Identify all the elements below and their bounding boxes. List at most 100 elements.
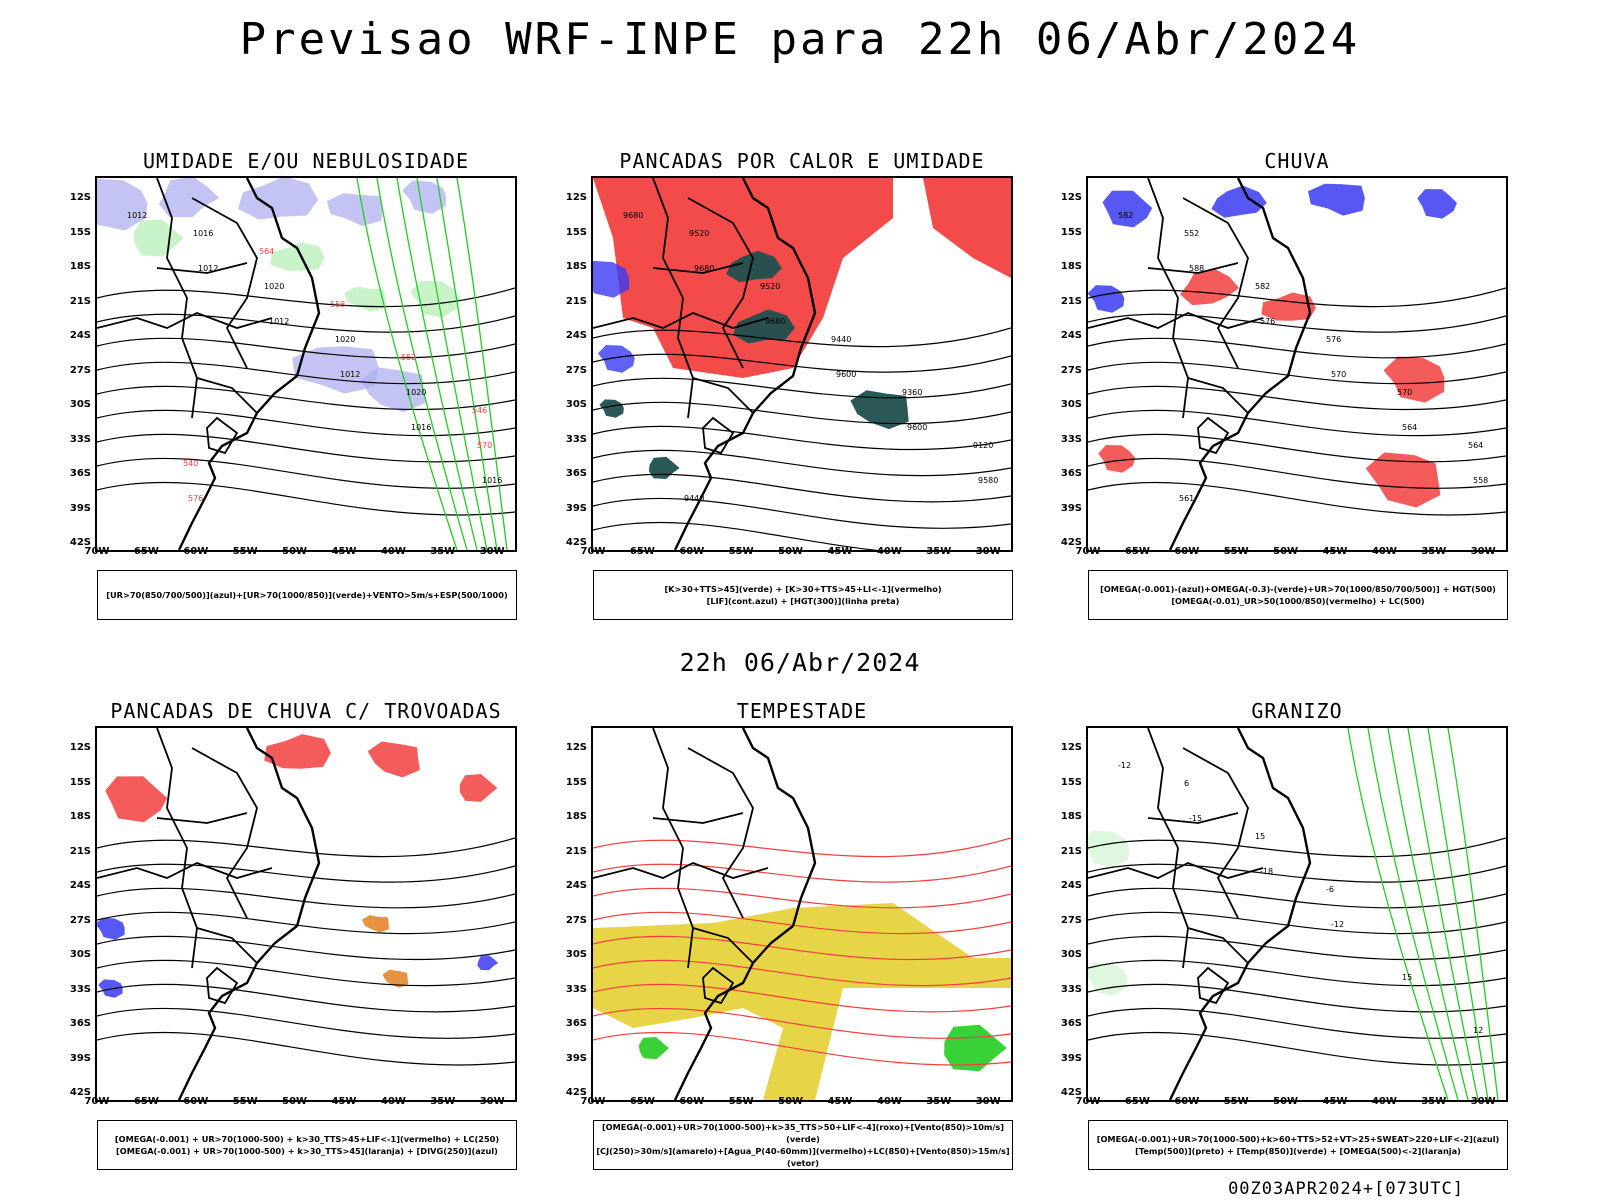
contour-label: 1020 [406, 388, 426, 397]
lon-tick-label: 60W [1174, 546, 1200, 557]
contour-line [1088, 361, 1506, 385]
contour-line [593, 473, 1011, 503]
contour-label: -6 [1326, 885, 1334, 894]
panel-title: UMIDADE E/OU NEBULOSIDADE [142, 149, 470, 173]
contour-line [593, 521, 880, 550]
map-canvas [97, 728, 515, 1100]
legend-line: [OMEGA(-0.001)-(azul)+OMEGA(-0.3)-(verde… [1100, 584, 1496, 594]
lat-tick-label: 12S [1060, 192, 1082, 203]
lat-tick-label: 36S [69, 1018, 91, 1029]
lon-tick-label: 60W [679, 546, 705, 557]
lon-tick-label: 50W [282, 546, 308, 557]
contour-line [97, 287, 515, 308]
contour-label: -15 [1189, 814, 1202, 823]
coastline [1168, 178, 1312, 550]
contour-label: 9680 [765, 317, 785, 326]
lon-tick-label: 40W [380, 546, 406, 557]
country-border [206, 416, 239, 455]
contour-label: 552 [401, 353, 416, 362]
country-border [652, 812, 744, 824]
legend-line: [OMEGA(-0.001) + UR>70(1000-500) + k>30_… [116, 1146, 498, 1156]
map-frame [591, 726, 1013, 1102]
contour-label: 552 [1184, 229, 1199, 238]
contour-label: -12 [1331, 920, 1344, 929]
lon-tick-label: 40W [1371, 1096, 1397, 1107]
thunderstorm-area [264, 734, 331, 769]
lat-tick-label: 12S [565, 742, 587, 753]
lat-tick-label: 30S [69, 949, 91, 960]
lat-tick-label: 21S [1060, 295, 1082, 307]
lat-tick-label: 36S [69, 468, 91, 479]
lat-tick-label: 24S [565, 880, 587, 891]
contour-line [97, 1031, 515, 1066]
panel-title: PANCADAS POR CALOR E UMIDADE [619, 149, 985, 173]
country-border [692, 377, 754, 414]
lat-tick-label: 18S [565, 261, 587, 272]
lat-tick-label: 18S [69, 811, 91, 822]
lat-tick-label: 21S [69, 295, 91, 307]
lat-tick-label: 21S [565, 295, 587, 307]
lat-tick-label: 21S [565, 845, 587, 857]
lon-tick-label: 65W [629, 1096, 655, 1107]
contour-label: 6 [1184, 779, 1189, 788]
lon-tick-label: 65W [1124, 1096, 1150, 1107]
lat-tick-label: 39S [565, 1052, 587, 1064]
contour-label: 9580 [978, 476, 998, 485]
lon-tick-label: 55W [728, 546, 754, 557]
contour-label: 570 [1331, 370, 1346, 379]
contour-label: 1012 [127, 211, 147, 220]
lat-tick-label: 33S [565, 983, 587, 995]
map-frame: 582 588 576 570 564 558 552 582 576 570 564 561 [1086, 176, 1508, 552]
country-border [1182, 197, 1249, 369]
legend-box: [K>30+TTS>45](verde) + [K>30+TTS>45+LI<-… [593, 570, 1013, 620]
legend-line: [OMEGA(-0.01)_UR>50(1000/850)(vermelho) … [1171, 596, 1425, 606]
contour-label: 561 [1179, 494, 1194, 503]
coastline [673, 728, 817, 1100]
map-canvas: -12 -15 -18 -12 15 12 6 15 -6 [1088, 728, 1506, 1100]
country-border [97, 862, 273, 879]
contour-line [97, 887, 515, 909]
lat-tick-label: 42S [565, 537, 587, 548]
contour-label: 15 [1402, 973, 1412, 982]
contour-label: 9680 [623, 211, 643, 220]
lon-tick-label: 30W [975, 546, 1001, 557]
map-frame [95, 726, 517, 1102]
lon-tick-label: 60W [183, 1096, 209, 1107]
contour-label: 1012 [340, 370, 360, 379]
map-canvas [593, 728, 1011, 1100]
lon-tick-label: 35W [430, 546, 456, 557]
contour-line [97, 481, 515, 516]
lon-tick-label: 35W [926, 1096, 952, 1107]
country-border [196, 377, 258, 414]
contour-label: 564 [1468, 441, 1483, 450]
run-code: 00Z03APR2024+[073UTC] [1228, 1179, 1464, 1199]
contour-line [97, 1007, 515, 1039]
contour-line [396, 178, 478, 550]
lon-tick-label: 40W [876, 546, 902, 557]
map-frame: 1012 1012 1012 1012 1016 1016 1016 1020 1020 1020… [95, 176, 517, 552]
lat-tick-label: 33S [1060, 983, 1082, 995]
lat-tick-label: 27S [1060, 364, 1082, 376]
coastline [673, 178, 817, 550]
lat-tick-label: 21S [69, 845, 91, 857]
contour-line [1088, 863, 1506, 883]
lat-tick-label: 24S [1060, 880, 1082, 891]
contour-label: 9680 [694, 264, 714, 273]
humidity-area [237, 178, 319, 220]
lon-tick-label: 30W [975, 1096, 1001, 1107]
contour-line [1088, 837, 1506, 858]
country-border [593, 862, 769, 879]
contour-label: 564 [259, 247, 274, 256]
country-border [1147, 262, 1239, 274]
contour-line [1088, 385, 1506, 411]
map-frame: -12 -15 -18 -12 15 12 6 15 -6 [1086, 726, 1508, 1102]
lat-tick-label: 15S [69, 776, 91, 788]
contour-label: 576 [188, 494, 203, 503]
contour-line [1088, 911, 1506, 935]
lon-tick-label: 60W [679, 1096, 705, 1107]
lon-tick-label: 65W [629, 546, 655, 557]
humidity-area [326, 193, 383, 227]
contour-line [593, 837, 1011, 858]
lat-tick-label: 27S [69, 914, 91, 926]
lon-tick-label: 55W [232, 546, 258, 557]
